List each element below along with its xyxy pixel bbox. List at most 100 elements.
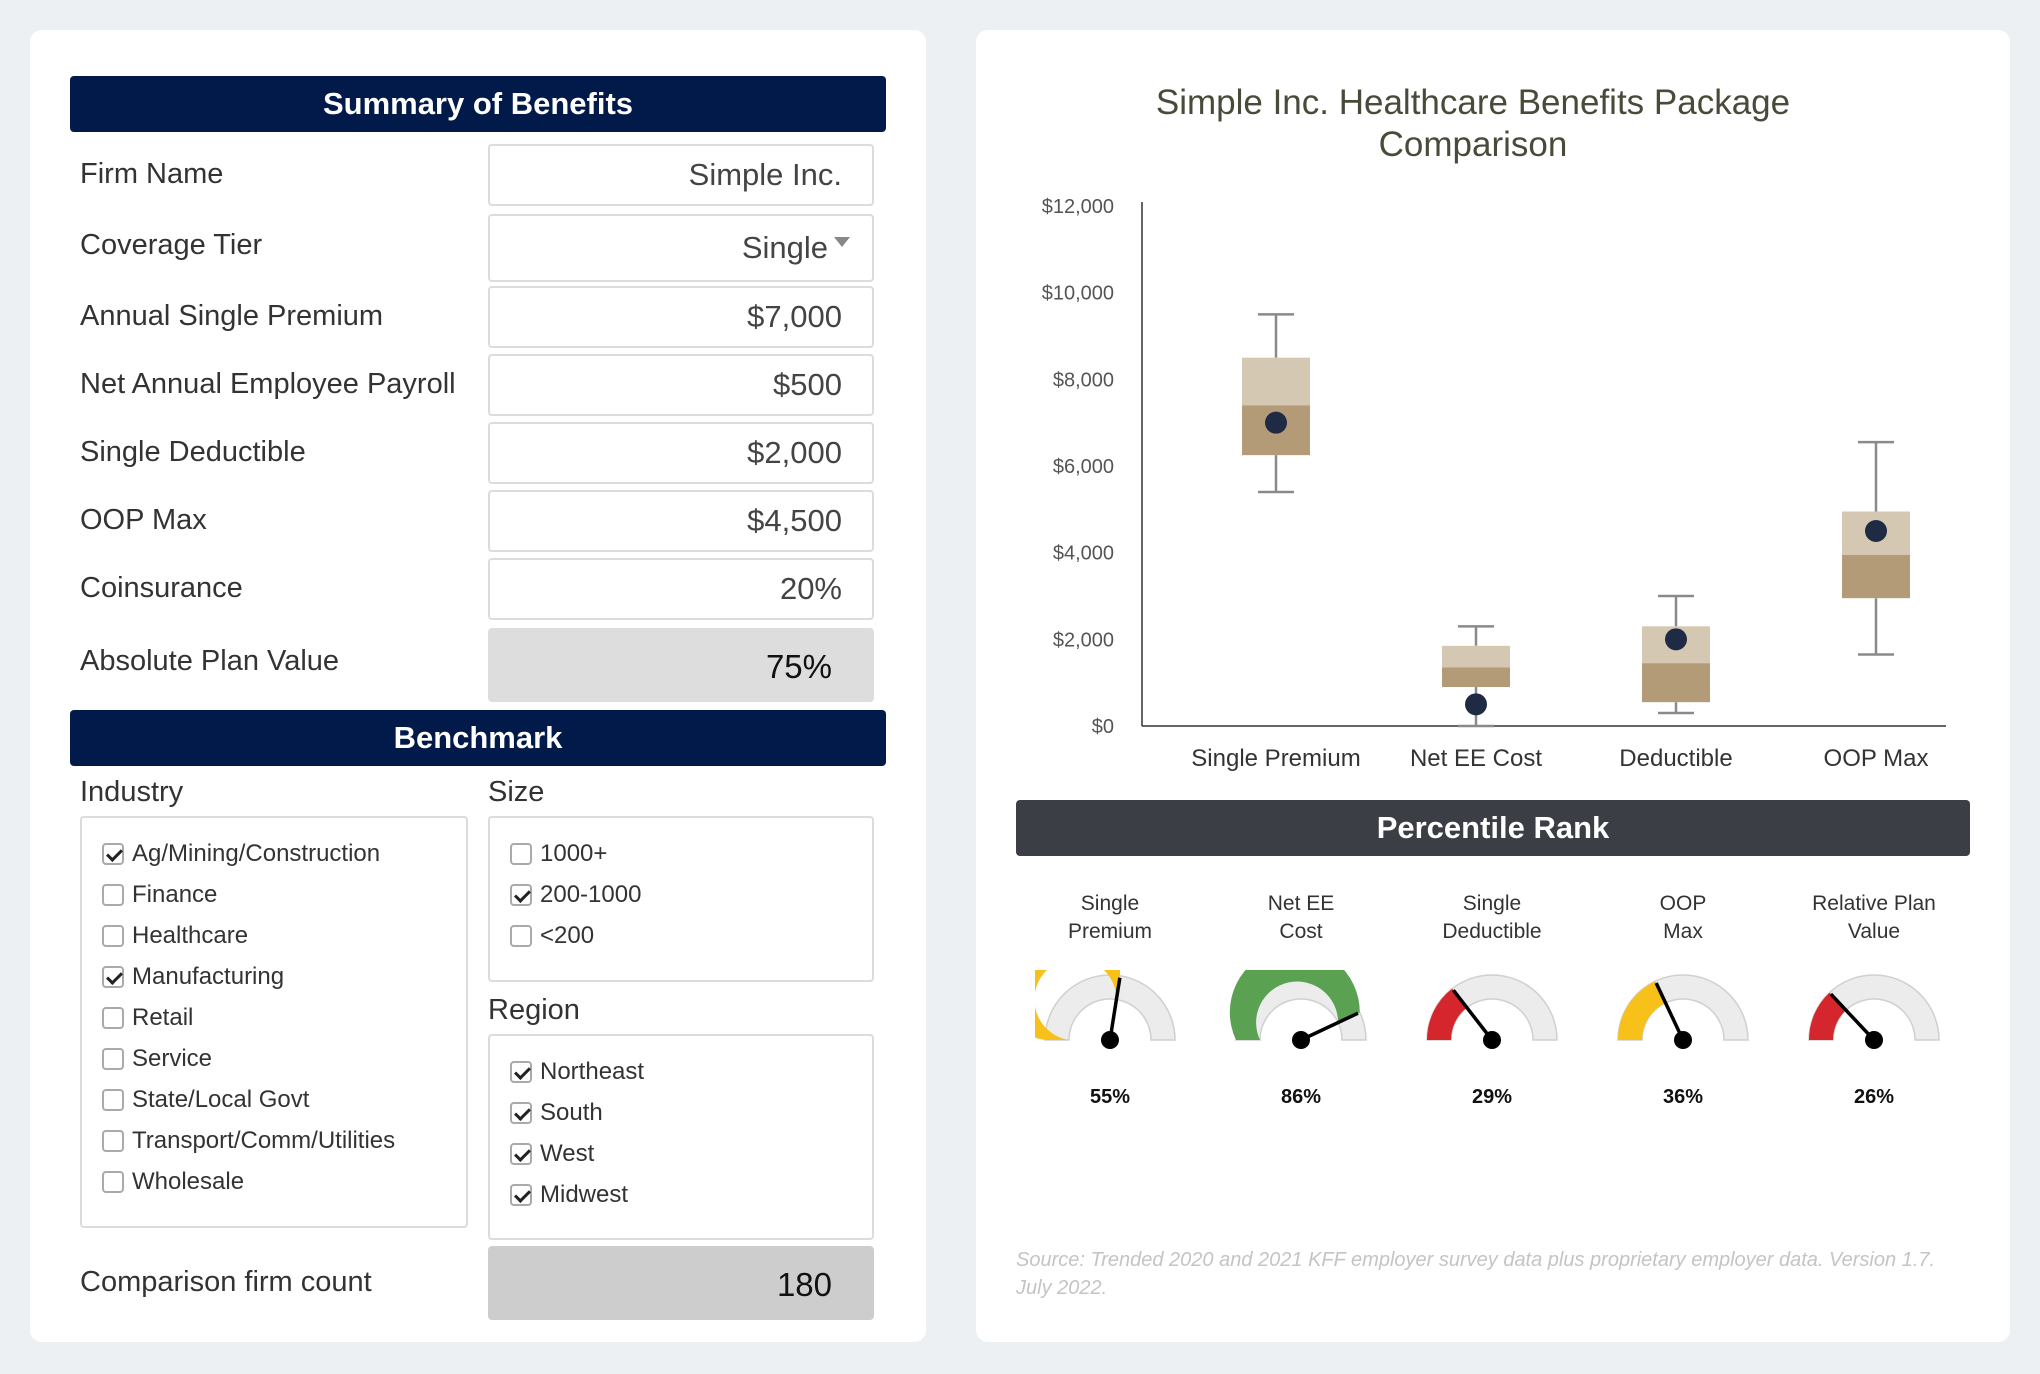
gauge-label-line1: Single — [1080, 892, 1140, 915]
x-category-label: OOP Max — [1824, 745, 1929, 772]
gauge-track — [1809, 975, 1939, 1040]
checkbox[interactable] — [102, 1048, 124, 1070]
net-annual-employee-payroll-input[interactable]: $500 — [488, 354, 874, 416]
annual-single-premium-input[interactable]: $7,000 — [488, 286, 874, 348]
gauge-fill — [1229, 970, 1360, 1040]
gauge-needle — [1654, 982, 1685, 1041]
y-tick-label: $2,000 — [1053, 629, 1114, 651]
gauge-label-line1: Single — [1462, 892, 1522, 915]
checkbox[interactable] — [102, 843, 124, 865]
industry-option-healthcare[interactable]: Healthcare — [102, 922, 248, 950]
region-option-midwest[interactable]: Midwest — [510, 1181, 628, 1209]
size-option-1000-plus[interactable]: 1000+ — [510, 840, 607, 868]
region-option-west[interactable]: West — [510, 1140, 594, 1168]
checkbox[interactable] — [102, 1007, 124, 1029]
single-deductible-input[interactable]: $2,000 — [488, 422, 874, 484]
lower-box — [1642, 663, 1710, 703]
benefits-panel: Summary of Benefits Firm Name Simple Inc… — [30, 30, 926, 1342]
upper-box — [1442, 645, 1510, 668]
gauge-percent-value: 29% — [1471, 1086, 1513, 1108]
checkbox[interactable] — [102, 1171, 124, 1193]
checkbox[interactable] — [510, 1102, 532, 1124]
x-category-label: Single Premium — [1191, 745, 1360, 772]
size-filter-box: 1000+ 200-1000 <200 — [488, 816, 874, 982]
checkbox[interactable] — [510, 925, 532, 947]
gauge-label-line2: Premium — [1067, 920, 1152, 943]
percentile-rank-header: Percentile Rank — [1016, 800, 1970, 856]
checkbox[interactable] — [510, 1061, 532, 1083]
checkbox[interactable] — [102, 1089, 124, 1111]
gauge-fill — [1809, 992, 1846, 1040]
firm-value-dot — [1265, 411, 1287, 434]
gauge-chart — [1808, 974, 1940, 1049]
y-tick-label: $12,000 — [1042, 196, 1114, 218]
checkbox[interactable] — [102, 925, 124, 947]
firm-name-input[interactable]: Simple Inc. — [488, 144, 874, 206]
gauge-label: Single Premium — [1015, 890, 1205, 946]
option-label: Manufacturing — [132, 963, 285, 990]
industry-option-retail[interactable]: Retail — [102, 1004, 193, 1032]
gauge-fill — [1427, 988, 1467, 1040]
checkbox[interactable] — [102, 966, 124, 988]
industry-option-finance[interactable]: Finance — [102, 881, 217, 909]
industry-option-manufacturing[interactable]: Manufacturing — [102, 963, 284, 991]
gauge-chart — [1426, 974, 1558, 1049]
gauge-percent-value: 86% — [1280, 1086, 1322, 1108]
gauge-label-line1: OOP — [1659, 892, 1707, 915]
oop-max-input[interactable]: $4,500 — [488, 490, 874, 552]
option-label: West — [540, 1140, 595, 1167]
size-option-200-1000[interactable]: 200-1000 — [510, 881, 641, 909]
option-label: State/Local Govt — [132, 1086, 310, 1113]
comparison-panel: Simple Inc. Healthcare Benefits Package … — [976, 30, 2010, 1342]
region-option-south[interactable]: South — [510, 1099, 603, 1127]
gauge-chart — [1229, 970, 1367, 1049]
checkbox[interactable] — [510, 884, 532, 906]
industry-option-ag-mining-construction[interactable]: Ag/Mining/Construction — [102, 840, 380, 868]
gauge-fill — [1618, 981, 1666, 1040]
gauge-hub — [1674, 1031, 1692, 1049]
y-tick-label: $0 — [1092, 716, 1114, 738]
industry-option-transport-comm-utilities[interactable]: Transport/Comm/Utilities — [102, 1127, 395, 1155]
firm-name-label: Firm Name — [80, 158, 224, 190]
checkbox[interactable] — [510, 843, 532, 865]
region-label: Region — [488, 994, 580, 1026]
gauge-label: Relative Plan Value — [1779, 890, 1969, 946]
gauge-outline — [1808, 974, 1940, 1041]
coinsurance-input[interactable]: 20% — [488, 558, 874, 620]
option-label: Ag/Mining/Construction — [132, 840, 381, 867]
size-option-under-200[interactable]: <200 — [510, 922, 594, 950]
gauge-fill — [1035, 970, 1121, 1040]
coverage-tier-value: Single — [741, 230, 828, 265]
box-plot-chart: $0 $2,000 $4,000 $6,000 $8,000 $10,000 $12,000… — [1042, 196, 1946, 772]
option-label: Midwest — [540, 1181, 629, 1208]
checkbox[interactable] — [102, 884, 124, 906]
lower-box — [1842, 554, 1910, 599]
checkbox[interactable] — [510, 1143, 532, 1165]
coverage-tier-select[interactable]: Single — [488, 214, 874, 282]
gauge-outline — [1426, 974, 1558, 1041]
industry-option-wholesale[interactable]: Wholesale — [102, 1168, 244, 1196]
option-label: Wholesale — [132, 1168, 245, 1195]
absolute-plan-value-label: Absolute Plan Value — [80, 645, 340, 677]
option-label: 1000+ — [540, 840, 608, 867]
firm-value-dot — [1665, 628, 1687, 651]
gauge-needle — [1829, 992, 1876, 1042]
option-label: Healthcare — [132, 922, 249, 949]
gauge-needle — [1300, 1011, 1359, 1042]
option-label: Finance — [132, 881, 218, 908]
checkbox[interactable] — [510, 1184, 532, 1206]
firm-value-dot — [1865, 520, 1887, 542]
checkbox[interactable] — [102, 1130, 124, 1152]
region-option-northeast[interactable]: Northeast — [510, 1058, 644, 1086]
gauge-outline — [1044, 974, 1176, 1041]
gauge-label: Single Deductible — [1397, 890, 1587, 946]
industry-option-state-local-govt[interactable]: State/Local Govt — [102, 1086, 309, 1114]
coverage-tier-label: Coverage Tier — [80, 229, 263, 261]
size-label: Size — [488, 776, 545, 808]
region-filter-box: Northeast South West Midwest — [488, 1034, 874, 1240]
gauge-label-line2: Value — [1847, 920, 1901, 943]
x-category-label: Deductible — [1619, 745, 1732, 772]
industry-filter-box: Ag/Mining/Construction Finance Healthcar… — [80, 816, 468, 1228]
industry-option-service[interactable]: Service — [102, 1045, 212, 1073]
oop-max-label: OOP Max — [80, 504, 207, 536]
